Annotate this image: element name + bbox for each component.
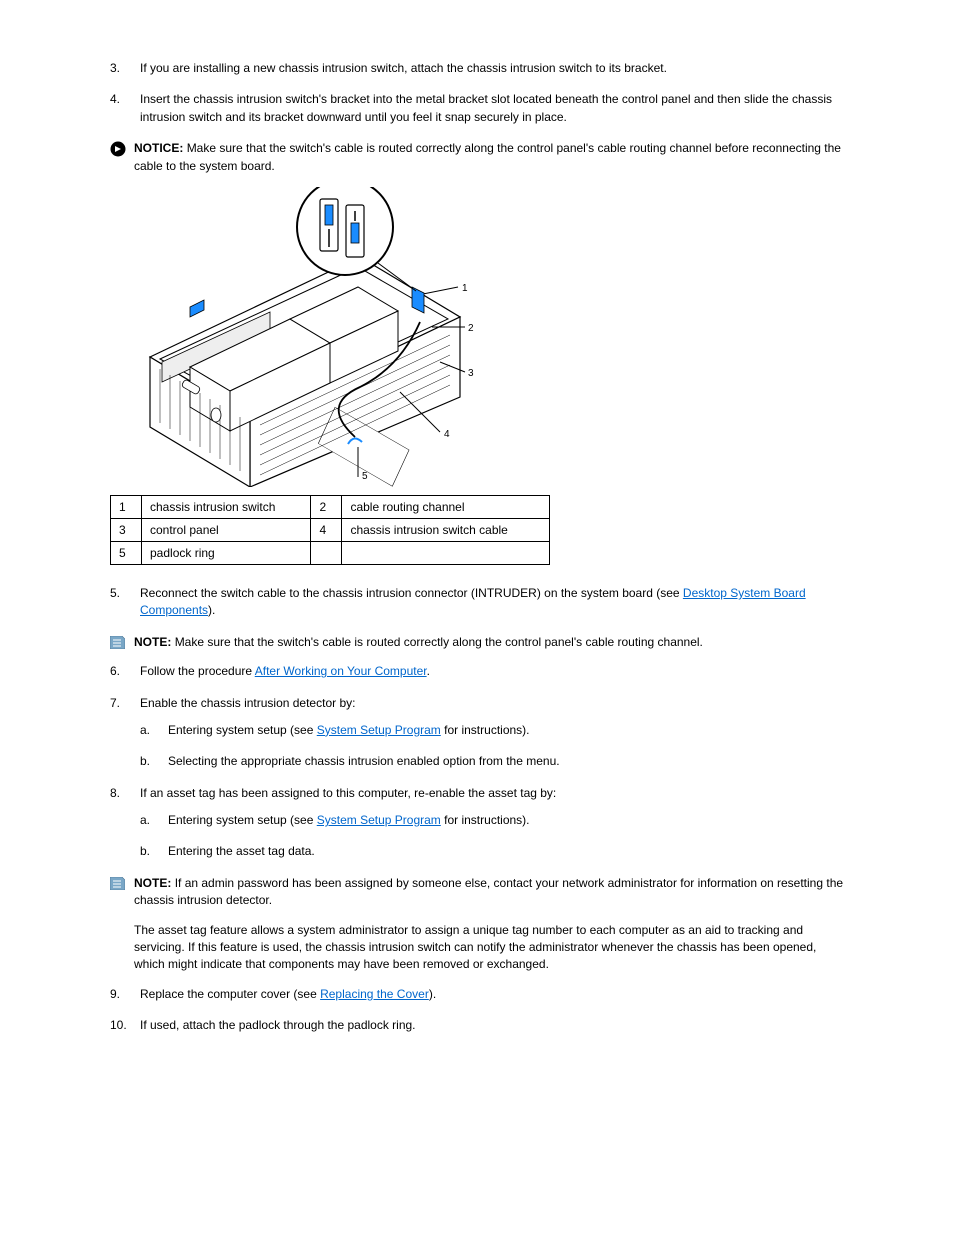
step-number: 7. xyxy=(110,695,120,712)
step-5: 5. Reconnect the switch cable to the cha… xyxy=(110,585,844,620)
svg-text:3: 3 xyxy=(468,368,474,379)
note-text-a: If an admin password has been assigned b… xyxy=(134,876,843,907)
step-text-b: ). xyxy=(208,603,215,617)
substep-letter: a. xyxy=(140,812,150,829)
step-7a: a. Entering system setup (see System Set… xyxy=(140,722,844,739)
note-block-2: NOTE: If an admin password has been assi… xyxy=(110,875,844,974)
step-4: 4. Insert the chassis intrusion switch's… xyxy=(110,91,844,126)
step-number: 5. xyxy=(110,585,120,602)
callout-num: 1 xyxy=(111,495,142,518)
substep-text-post: for instructions). xyxy=(441,813,530,827)
step-number: 4. xyxy=(110,91,120,108)
step-7: 7. Enable the chassis intrusion detector… xyxy=(110,695,844,771)
substep-text-pre: Entering system setup (see xyxy=(168,813,317,827)
step-8: 8. If an asset tag has been assigned to … xyxy=(110,785,844,861)
callout-num: 4 xyxy=(311,518,342,541)
callout-num xyxy=(311,541,342,564)
step-text-post: . xyxy=(427,664,430,678)
link-replacing-cover[interactable]: Replacing the Cover xyxy=(320,987,429,1001)
step-number: 10. xyxy=(110,1017,127,1034)
callouts-table: 1 chassis intrusion switch 2 cable routi… xyxy=(110,495,550,565)
table-row: 5 padlock ring xyxy=(111,541,550,564)
note-text: Make sure that the switch's cable is rou… xyxy=(175,635,703,649)
page-content: 3. If you are installing a new chassis i… xyxy=(0,0,954,1129)
step-8b: b. Entering the asset tag data. xyxy=(140,843,844,860)
table-row: 3 control panel 4 chassis intrusion swit… xyxy=(111,518,550,541)
procedure-steps-before: 3. If you are installing a new chassis i… xyxy=(110,60,844,126)
substep-text: Selecting the appropriate chassis intrus… xyxy=(168,754,560,768)
procedure-steps-after-3: 9. Replace the computer cover (see Repla… xyxy=(110,986,844,1035)
substep-letter: b. xyxy=(140,843,150,860)
procedure-steps-after-2: 6. Follow the procedure After Working on… xyxy=(110,663,844,861)
step-8-substeps: a. Entering system setup (see System Set… xyxy=(140,812,844,861)
link-system-setup[interactable]: System Setup Program xyxy=(317,813,441,827)
step-8a: a. Entering system setup (see System Set… xyxy=(140,812,844,829)
callout-label: cable routing channel xyxy=(342,495,550,518)
chassis-illustration: 5 4 3 2 1 xyxy=(120,187,480,487)
step-text: Insert the chassis intrusion switch's br… xyxy=(140,92,832,123)
step-6: 6. Follow the procedure After Working on… xyxy=(110,663,844,680)
callout-label xyxy=(342,541,550,564)
table-row: 1 chassis intrusion switch 2 cable routi… xyxy=(111,495,550,518)
step-text-pre: Follow the procedure xyxy=(140,664,255,678)
step-number: 8. xyxy=(110,785,120,802)
link-after-working[interactable]: After Working on Your Computer xyxy=(255,664,427,678)
notice-icon xyxy=(110,141,126,157)
note-text-b: The asset tag feature allows a system ad… xyxy=(134,922,844,974)
callout-num: 5 xyxy=(111,541,142,564)
step-number: 9. xyxy=(110,986,120,1003)
note-icon xyxy=(110,636,125,649)
substep-letter: a. xyxy=(140,722,150,739)
step-text-post: ). xyxy=(429,987,436,1001)
step-10: 10. If used, attach the padlock through … xyxy=(110,1017,844,1034)
note-label: NOTE: xyxy=(134,635,171,649)
notice-label: NOTICE: xyxy=(134,141,183,155)
notice-block: NOTICE: Make sure that the switch's cabl… xyxy=(110,140,844,175)
substep-text-pre: Entering system setup (see xyxy=(168,723,317,737)
svg-text:2: 2 xyxy=(468,323,474,334)
notice-text: Make sure that the switch's cable is rou… xyxy=(134,141,841,172)
substep-letter: b. xyxy=(140,753,150,770)
svg-text:1: 1 xyxy=(462,283,468,294)
callout-label: padlock ring xyxy=(142,541,311,564)
computer-chassis-figure: 5 4 3 2 1 xyxy=(110,187,844,487)
step-7-substeps: a. Entering system setup (see System Set… xyxy=(140,722,844,771)
callout-num: 3 xyxy=(111,518,142,541)
substep-text: Entering the asset tag data. xyxy=(168,844,315,858)
link-system-setup[interactable]: System Setup Program xyxy=(317,723,441,737)
step-3: 3. If you are installing a new chassis i… xyxy=(110,60,844,77)
step-7b: b. Selecting the appropriate chassis int… xyxy=(140,753,844,770)
step-9: 9. Replace the computer cover (see Repla… xyxy=(110,986,844,1003)
step-number: 3. xyxy=(110,60,120,77)
step-text: Enable the chassis intrusion detector by… xyxy=(140,696,355,710)
procedure-steps-after: 5. Reconnect the switch cable to the cha… xyxy=(110,585,844,620)
step-text: If you are installing a new chassis intr… xyxy=(140,61,667,75)
note-label: NOTE: xyxy=(134,876,171,890)
substep-text-post: for instructions). xyxy=(441,723,530,737)
step-text-a: Reconnect the switch cable to the chassi… xyxy=(140,586,683,600)
callout-label: chassis intrusion switch xyxy=(142,495,311,518)
svg-text:5: 5 xyxy=(362,471,368,482)
callout-label: chassis intrusion switch cable xyxy=(342,518,550,541)
callout-num: 2 xyxy=(311,495,342,518)
step-text-pre: Replace the computer cover (see xyxy=(140,987,320,1001)
note-block-1: NOTE: Make sure that the switch's cable … xyxy=(110,634,844,651)
callout-label: control panel xyxy=(142,518,311,541)
step-text: If an asset tag has been assigned to thi… xyxy=(140,786,556,800)
step-number: 6. xyxy=(110,663,120,680)
note-icon xyxy=(110,877,125,890)
step-text: If used, attach the padlock through the … xyxy=(140,1018,416,1032)
svg-text:4: 4 xyxy=(444,429,450,440)
